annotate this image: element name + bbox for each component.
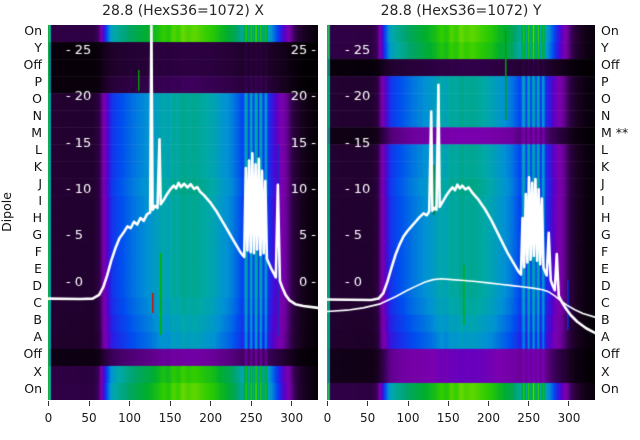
row-label-left: M xyxy=(31,124,42,140)
row-label-right: C xyxy=(601,295,610,311)
row-label-right: A xyxy=(601,329,610,345)
row-label-left: A xyxy=(33,329,42,345)
x-tick-label: 0 xyxy=(323,411,332,425)
x-tick-label: 300 xyxy=(280,411,304,425)
x-tick-mark xyxy=(210,401,212,406)
row-label-left: H xyxy=(32,210,42,226)
row-label-left: Off xyxy=(23,346,42,362)
row-label-left: O xyxy=(32,90,42,106)
x-tick-mark xyxy=(291,401,293,406)
x-tick-label: 200 xyxy=(199,411,223,425)
x-tick-mark xyxy=(48,401,49,406)
row-label-left: L xyxy=(35,141,42,157)
row-label-left: I xyxy=(38,193,42,208)
row-label-right: G xyxy=(601,227,611,243)
x-tick-label: 0 xyxy=(44,411,53,425)
x-tick-label: 250 xyxy=(239,411,263,425)
x-tick-label: 150 xyxy=(158,411,182,425)
row-label-left: Y xyxy=(34,39,42,55)
row-label-left: C xyxy=(33,295,42,311)
x-tick-label: 300 xyxy=(557,411,581,425)
row-label-right: D xyxy=(601,278,611,294)
panel-title-y: 28.8 (HexS36=1072) Y xyxy=(380,3,542,19)
x-tick-label: 100 xyxy=(396,411,420,425)
row-label-left: G xyxy=(32,227,42,243)
x-tick-mark xyxy=(129,401,131,406)
row-label-left: X xyxy=(33,363,42,379)
x-tick-mark xyxy=(528,401,530,406)
row-label-left: P xyxy=(34,73,42,89)
row-label-right: M ** xyxy=(601,124,629,140)
x-tick-label: 100 xyxy=(118,411,142,425)
row-label-right: N xyxy=(601,107,611,123)
row-label-right: J xyxy=(601,176,605,191)
row-label-right: F xyxy=(601,244,609,260)
row-label-left: N xyxy=(32,107,42,123)
row-label-left: On xyxy=(24,22,42,38)
row-label-right: Y xyxy=(601,39,609,55)
heatmap-panel-x xyxy=(48,25,318,400)
row-label-right: On xyxy=(601,22,619,38)
row-label-left: B xyxy=(33,312,42,328)
row-label-right: On xyxy=(601,380,619,396)
x-tick-label: 250 xyxy=(517,411,541,425)
row-label-right: I xyxy=(601,193,605,208)
x-tick-mark xyxy=(407,401,409,406)
row-label-right: B xyxy=(601,312,610,328)
row-label-left: On xyxy=(24,380,42,396)
row-label-right: H xyxy=(601,210,611,226)
x-tick-label: 150 xyxy=(436,411,460,425)
x-tick-mark xyxy=(488,401,489,406)
row-label-left: Off xyxy=(23,56,42,72)
row-label-left: E xyxy=(34,261,42,277)
x-tick-mark xyxy=(447,401,449,406)
x-tick-mark xyxy=(169,401,171,406)
row-label-right: Off xyxy=(601,56,620,72)
x-tick-mark xyxy=(88,401,90,406)
row-label-right: X xyxy=(601,363,610,379)
row-label-right: K xyxy=(601,158,610,174)
heatmap-panel-y xyxy=(327,25,595,400)
row-label-right: O xyxy=(601,90,611,106)
x-tick-mark xyxy=(367,401,369,406)
row-label-left: J xyxy=(38,176,42,191)
x-tick-mark xyxy=(568,401,570,406)
row-label-left: K xyxy=(33,158,42,174)
row-label-right: L xyxy=(601,141,608,157)
row-label-right: E xyxy=(601,261,609,277)
x-tick-label: 200 xyxy=(477,411,500,425)
row-label-right: Off xyxy=(601,346,620,362)
x-tick-mark xyxy=(327,401,328,406)
row-label-right: P xyxy=(601,73,609,89)
x-tick-label: 50 xyxy=(81,411,97,425)
row-label-left: F xyxy=(34,244,42,260)
row-label-left: D xyxy=(32,278,42,294)
panel-title-x: 28.8 (HexS36=1072) X xyxy=(102,3,264,19)
x-tick-mark xyxy=(250,401,252,406)
x-tick-label: 50 xyxy=(360,411,376,425)
